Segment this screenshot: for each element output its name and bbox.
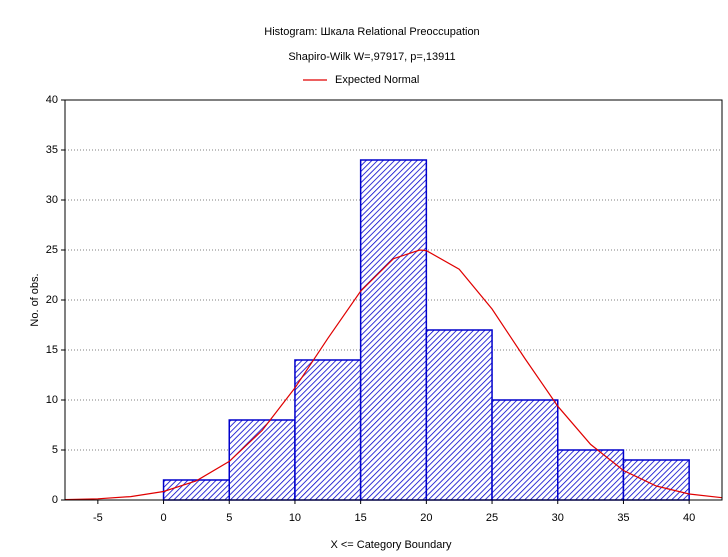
- plot-frame: [64, 99, 723, 501]
- bar: [557, 449, 625, 501]
- bar: [622, 459, 690, 501]
- y-tick-label: 5: [52, 444, 58, 456]
- bar: [425, 329, 493, 501]
- y-tick-label: 10: [46, 394, 58, 406]
- bar: [359, 159, 428, 501]
- y-tick-label: 20: [46, 294, 58, 306]
- x-tick-label: 40: [683, 512, 695, 524]
- x-tick-label: 10: [289, 512, 301, 524]
- x-tick-label: 20: [420, 512, 432, 524]
- x-tick-label: 35: [617, 512, 629, 524]
- y-tick-label: 30: [46, 194, 58, 206]
- legend-label: Expected Normal: [335, 74, 419, 86]
- bar: [491, 399, 559, 501]
- x-tick-label: 30: [552, 512, 564, 524]
- y-tick-label: 0: [52, 494, 58, 506]
- chart-subtitle: Shapiro-Wilk W=,97917, p=,13911: [288, 51, 455, 63]
- y-tick-label: 15: [46, 344, 58, 356]
- y-tick-label: 35: [46, 144, 58, 156]
- y-tick-label: 25: [46, 244, 58, 256]
- normal-curve: [64, 249, 723, 501]
- x-tick-label: 0: [160, 512, 166, 524]
- bar: [228, 419, 296, 501]
- x-tick-label: 15: [355, 512, 367, 524]
- x-tick-label: -5: [93, 512, 103, 524]
- chart-title: Histogram: Шкала Relational Preoccupatio…: [264, 26, 479, 38]
- bar: [162, 479, 230, 501]
- y-axis-label: No. of obs.: [29, 273, 41, 326]
- y-tick-label: 40: [46, 94, 58, 106]
- x-tick-label: 5: [226, 512, 232, 524]
- bar: [294, 359, 362, 501]
- x-tick-label: 25: [486, 512, 498, 524]
- x-axis-label: X <= Category Boundary: [330, 539, 452, 551]
